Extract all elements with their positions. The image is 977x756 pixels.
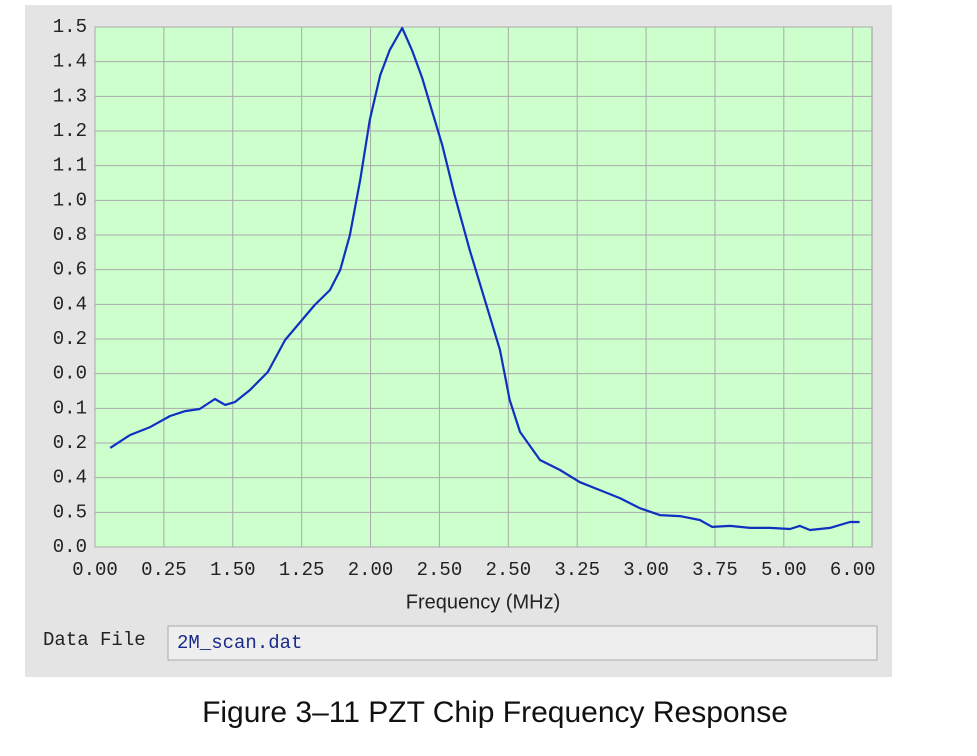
x-tick-label: 3.00 — [623, 559, 669, 581]
y-tick-label: 1.3 — [53, 85, 87, 107]
x-tick-label: 6.00 — [830, 559, 876, 581]
x-tick-label: 2.50 — [417, 559, 463, 581]
y-tick-label: 0.4 — [53, 293, 87, 315]
y-tick-label: 1.4 — [53, 51, 87, 73]
y-tick-label: 1.2 — [53, 120, 87, 142]
y-tick-label: 0.8 — [53, 224, 87, 246]
data-line — [109, 26, 860, 532]
y-tick-label: 0.1 — [53, 397, 87, 419]
y-tick-label: 0.0 — [53, 363, 87, 385]
x-tick-label: 0.25 — [141, 559, 187, 581]
y-tick-label: 0.2 — [53, 432, 87, 454]
x-axis-label: Frequency (MHz) — [406, 591, 560, 613]
data-file-label: Data File — [43, 629, 146, 651]
y-tick-label: 0.2 — [53, 328, 87, 350]
x-tick-label: 1.50 — [210, 559, 256, 581]
y-tick-label: 1.5 — [53, 16, 87, 38]
x-tick-label: 2.50 — [485, 559, 531, 581]
x-tick-label: 3.75 — [692, 559, 738, 581]
x-tick-label: 2.00 — [348, 559, 394, 581]
data-file-field[interactable] — [167, 625, 878, 661]
data-file-value: 2M_scan.dat — [177, 632, 302, 654]
y-tick-label: 0.0 — [53, 536, 87, 558]
y-tick-label: 0.6 — [53, 259, 87, 281]
x-tick-label: 5.00 — [761, 559, 807, 581]
y-tick-label: 1.0 — [53, 189, 87, 211]
figure-caption: Figure 3–11 PZT Chip Frequency Response — [202, 696, 788, 729]
x-tick-label: 0.00 — [72, 559, 118, 581]
y-tick-label: 0.4 — [53, 467, 87, 489]
plot-area — [94, 26, 873, 548]
x-tick-label: 1.25 — [279, 559, 325, 581]
x-tick-label: 3.25 — [554, 559, 600, 581]
y-tick-label: 0.5 — [53, 501, 87, 523]
y-tick-label: 1.1 — [53, 155, 87, 177]
